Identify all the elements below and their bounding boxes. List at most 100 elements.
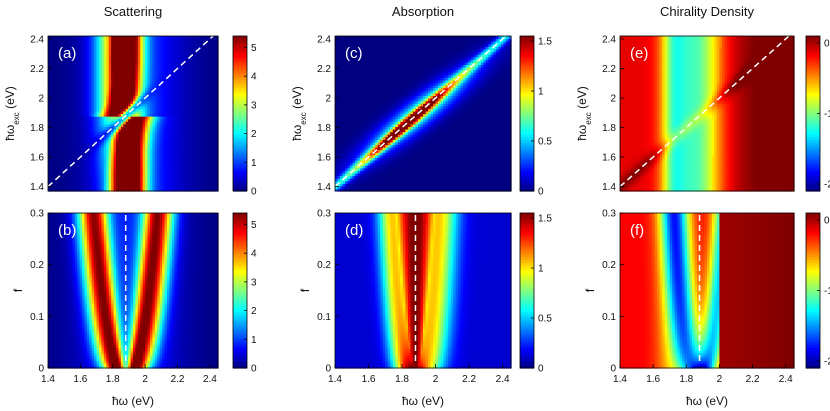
y-tick-label: 0	[325, 364, 331, 375]
y-tick-label: 1.6	[602, 153, 616, 164]
chart-chirality-density: Chirality Density (e) 1.4 1.6 1.8 2 2.2 2.4 ħωex…	[575, 4, 830, 408]
y-tick-label: 0.2	[30, 260, 44, 271]
chart-scattering: Scattering (a) 1.4 1.6 1.8 2 2.2 2.4 ħωexc (eV) 0…	[3, 4, 257, 408]
y-tick-label: 2.2	[602, 64, 616, 75]
x-tick-label: 1.6	[73, 374, 87, 385]
panel-e: (e) 1.4 1.6 1.8 2 2.2 2.4 ħωexc (eV) -2 -1 0	[575, 34, 830, 193]
y-tick-label: 2.4	[30, 34, 44, 45]
x-tick-label: 1.8	[395, 374, 409, 385]
x-tick-label: 2.2	[746, 374, 760, 385]
chart-title: Absorption	[392, 4, 454, 19]
chart-title: Chirality Density	[660, 4, 754, 19]
colorbar-tick-label: 1.5	[538, 214, 552, 225]
y-tick-label: 0.3	[602, 209, 616, 220]
y-tick-label: 1.4	[317, 182, 331, 193]
y-tick-label: 1.6	[30, 153, 44, 164]
colorbar-tick-label: -1	[824, 286, 830, 297]
colorbar: 0 0.5 1 1.5	[520, 213, 552, 375]
colorbar-tick-label: 1	[251, 335, 257, 346]
y-axis-label: f	[298, 288, 312, 292]
colorbar-tick-label: 1.5	[538, 37, 552, 48]
x-tick-label: 1.8	[106, 374, 120, 385]
y-axis-label: f	[583, 288, 597, 292]
y-tick-label: 2	[610, 94, 616, 105]
y-tick-label: 0	[38, 364, 44, 375]
x-tick-label: 2	[433, 374, 439, 385]
chart-title: Scattering	[104, 4, 163, 19]
colorbar-tick-label: 0	[824, 216, 830, 227]
panel-label: (e)	[630, 45, 648, 62]
y-tick-label: 1.8	[30, 123, 44, 134]
y-tick-label: 1.8	[317, 123, 331, 134]
y-axis-label: ħωexc (eV)	[575, 86, 593, 141]
chart-absorption: Absorption (c) 1.4 1.6 1.8 2 2.2 2.4 ħωexc (eV) 0…	[290, 4, 552, 408]
colorbar-tick-label: 3	[251, 277, 257, 288]
colorbar-tick-label: 1	[538, 264, 544, 275]
x-tick-label: 2.4	[203, 374, 217, 385]
y-tick-label: 1.4	[30, 182, 44, 193]
x-tick-label: 2.2	[462, 374, 476, 385]
colorbar: 00.511.5	[520, 36, 552, 198]
x-tick-label: 2.2	[171, 374, 185, 385]
colorbar-tick-label: 0	[538, 364, 544, 375]
colorbar-tick-label: 0	[251, 187, 257, 198]
y-tick-label: 0.2	[602, 260, 616, 271]
colorbar-tick-label: 2	[251, 306, 257, 317]
x-tick-label: 2	[142, 374, 148, 385]
colorbar-tick-label: 4	[251, 249, 257, 260]
colorbar-tick-label: 5	[251, 220, 257, 231]
x-tick-label: 2.4	[496, 374, 510, 385]
panel-label: (a)	[58, 45, 76, 62]
y-tick-label: 0.1	[602, 312, 616, 323]
colorbar-tick-label: -1	[824, 109, 830, 120]
x-tick-label: 1.6	[646, 374, 660, 385]
x-tick-label: 2.4	[779, 374, 793, 385]
colorbar-tick-label: 0	[538, 187, 544, 198]
y-tick-label: 1.4	[602, 182, 616, 193]
y-axis-label: ħωexc (eV)	[3, 86, 21, 141]
x-tick-label: 2	[717, 374, 723, 385]
y-tick-label: 2	[325, 94, 331, 105]
x-tick-label: 1.6	[362, 374, 376, 385]
y-axis-label: ħωexc (eV)	[290, 86, 308, 141]
x-tick-label: 1.4	[328, 374, 342, 385]
colorbar-tick-label: 2	[251, 129, 257, 140]
x-tick-label: 1.4	[613, 374, 627, 385]
colorbar: -2 -1 0	[806, 36, 830, 192]
y-tick-label: 2.4	[317, 34, 331, 45]
colorbar-tick-label: 3	[251, 100, 257, 111]
colorbar: 0 1 2 3 4 5	[233, 213, 257, 375]
y-tick-label: 1.6	[317, 153, 331, 164]
x-tick-label: 1.4	[41, 374, 55, 385]
panel-label: (c)	[345, 45, 363, 62]
colorbar: -2 -1 0	[806, 213, 830, 369]
colorbar-tick-label: -2	[824, 179, 830, 190]
colorbar-tick-label: 1	[538, 87, 544, 98]
heatmap	[620, 213, 795, 369]
y-tick-label: 2.2	[317, 64, 331, 75]
panel-label: (f)	[630, 222, 644, 239]
y-tick-label: 2.2	[30, 64, 44, 75]
y-tick-label: 2.4	[602, 34, 616, 45]
colorbar-tick-label: 0	[251, 364, 257, 375]
colorbar-tick-label: -2	[824, 356, 830, 367]
y-tick-label: 0.2	[317, 260, 331, 271]
y-tick-label: 0.3	[317, 209, 331, 220]
y-tick-label: 0	[610, 364, 616, 375]
colorbar-tick-label: 1	[251, 158, 257, 169]
figure: Scattering (a) 1.4 1.6 1.8 2 2.2 2.4 ħωexc (eV) 0…	[0, 0, 830, 411]
panel-label: (d)	[345, 222, 363, 239]
colorbar-tick-label: 0.5	[538, 314, 552, 325]
x-tick-label: 1.8	[679, 374, 693, 385]
colorbar-tick-label: 0	[824, 39, 830, 50]
colorbar-tick-label: 5	[251, 43, 257, 54]
x-axis-label: ħω (eV)	[402, 394, 444, 408]
y-tick-label: 1.8	[602, 123, 616, 134]
x-axis-label: ħω (eV)	[686, 394, 728, 408]
y-axis-label: f	[11, 288, 25, 292]
